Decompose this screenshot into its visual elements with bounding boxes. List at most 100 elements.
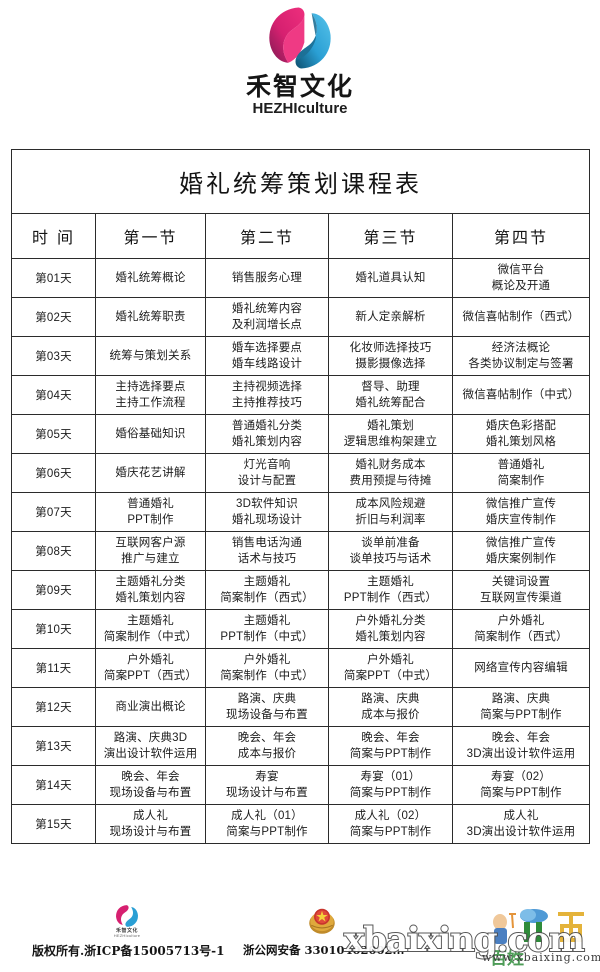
brand-header: 禾智文化 HEZHIculture: [0, 0, 600, 118]
lesson-line: 婚礼策划风格: [485, 436, 557, 448]
lesson-line: 互联网客户源: [115, 536, 186, 549]
lesson-line: 简案制作（中式）: [220, 670, 314, 682]
day-label-cell: 第08天: [11, 531, 96, 571]
lesson-line: 简案PPT（西式）: [103, 670, 198, 682]
lesson-cell-period-2: 晚会、年会成本与报价: [205, 726, 329, 766]
footer-logo-name-cn: 禾智文化: [115, 928, 138, 934]
lesson-cell-period-1: 统筹与策划关系: [95, 336, 206, 376]
lesson-line: 婚礼财务成本: [355, 458, 426, 471]
lesson-cell-period-3: 督导、助理 婚礼统筹配合: [328, 375, 453, 415]
lesson-cell-period-2: 主题婚礼 PPT制作（中式）: [205, 609, 329, 649]
column-header-period-1: 第一节: [95, 213, 206, 259]
table-header-row: 时 间 第一节 第二节 第三节 第四节: [11, 213, 591, 259]
lesson-line: 及利润增长点: [231, 319, 303, 331]
lesson-line: 概论及开通: [491, 280, 551, 292]
lesson-line: 主题婚礼: [127, 614, 174, 627]
icp-license-text: 版权所有.浙ICP备15005713号-1: [32, 943, 225, 958]
lesson-line: 主题婚礼: [367, 575, 414, 588]
lesson-line: 婚礼策划内容: [115, 592, 186, 604]
lesson-line: 谈单技巧与话术: [349, 553, 432, 565]
lesson-line: 微信喜帖制作（中式）: [462, 388, 580, 401]
lesson-cell-period-1: 普通婚礼 PPT制作: [95, 492, 206, 532]
lesson-cell-period-1: 婚俗基础知识: [95, 414, 206, 454]
lesson-line: 婚礼现场设计: [231, 514, 303, 526]
lesson-line: 成本风险规避: [355, 497, 426, 510]
lesson-cell-period-3: 路演、庆典 成本与报价: [328, 687, 453, 727]
table-row: 第14天 晚会、年会 现场设备与布置 寿宴 现场设计与布置 寿宴（01） 简案与PPT制作寿…: [11, 765, 591, 805]
lesson-cell-period-4: 微信推广宣传 婚庆案例制作: [451, 531, 591, 571]
lesson-cell-period-1: 商业演出概论: [95, 687, 206, 727]
column-header-period-3: 第三节: [328, 213, 453, 259]
lesson-line: 设计与配置: [237, 475, 297, 487]
day-label-cell: 第06天: [11, 453, 96, 493]
lesson-line: 婚庆案例制作: [485, 553, 557, 565]
lesson-cell-period-4: 微信喜帖制作（西式）: [451, 297, 591, 337]
lesson-line: 成本与报价: [237, 748, 297, 760]
page-footer: 禾智文化 HEZHIculture 版权所有.浙ICP备15005713号-1 …: [0, 900, 600, 972]
lesson-cell-period-2: 婚车选择要点 婚车线路设计: [205, 336, 329, 376]
lesson-line: 成人礼: [132, 809, 169, 822]
lesson-line: 主持推荐技巧: [231, 397, 303, 409]
lesson-cell-period-3: 成本风险规避 折旧与利润率: [328, 492, 453, 532]
table-row: 第12天 商业演出概论 路演、庆典 现场设备与布置 路演、庆典 成本与报价 路演、庆典 简案与…: [11, 687, 591, 727]
table-row: 第13天 路演、庆典3D 演出设计软件运用 晚会、年会 成本与报价 晚会、年会 简案与PPT…: [11, 726, 591, 766]
day-label-cell: 第10天: [11, 609, 96, 649]
lesson-cell-period-2: 销售电话沟通 话术与技巧: [205, 531, 329, 571]
lesson-cell-period-1: 主持选择要点 主持工作流程: [95, 375, 206, 415]
day-label-cell: 第14天: [11, 765, 96, 805]
lesson-cell-period-3: 婚礼道具认知: [328, 258, 453, 298]
table-row: 第11天 户外婚礼 简案PPT（西式） 户外婚礼 简案制作（中式） 户外婚礼 简案PPT（中…: [11, 648, 591, 688]
lesson-line: 销售服务心理: [231, 271, 303, 284]
lesson-line: 晚会、年会: [237, 731, 297, 744]
schedule-table-container: 婚礼统筹策划课程表 时 间 第一节 第二节 第三节 第四节 第01天 婚礼统筹概论…: [10, 149, 591, 844]
lesson-cell-period-2: 路演、庆典 现场设备与布置: [205, 687, 329, 727]
lesson-line: 新人定亲解析: [355, 310, 426, 323]
lesson-cell-period-4: 路演、庆典 简案与PPT制作: [451, 687, 591, 727]
lesson-line: 简案制作（西式）: [474, 631, 568, 643]
day-label-cell: 第02天: [11, 297, 96, 337]
lesson-cell-period-3: 晚会、年会 简案与PPT制作: [328, 726, 453, 766]
lesson-line: 婚礼道具认知: [355, 271, 426, 284]
lesson-cell-period-4: 网络宣传内容编辑: [451, 648, 591, 688]
lesson-line: 逻辑思维构架建立: [343, 436, 438, 448]
lesson-line: 简案与PPT制作: [226, 826, 308, 838]
lesson-line: 关键词设置: [491, 575, 551, 588]
lesson-line: 婚礼策划: [367, 419, 414, 432]
lesson-line: 网络宣传内容编辑: [474, 661, 568, 674]
lesson-cell-period-2: 寿宴 现场设计与布置: [205, 765, 329, 805]
lesson-line: PPT制作（西式）: [343, 592, 438, 604]
lesson-line: 主题婚礼分类: [115, 575, 186, 588]
lesson-line: 普通婚礼: [497, 458, 545, 471]
lesson-cell-period-4: 寿宴（02） 简案与PPT制作: [451, 765, 591, 805]
lesson-line: 演出设计软件运用: [103, 748, 198, 760]
table-row: 第10天 主题婚礼 简案制作（中式） 主题婚礼 PPT制作（中式） 户外婚礼分类 婚礼策划内…: [11, 609, 591, 649]
table-row: 第05天 婚俗基础知识 普通婚礼分类 婚礼策划内容 婚礼策划 逻辑思维构架建立 婚庆色彩搭配…: [11, 414, 591, 454]
lesson-line: 统筹与策划关系: [109, 349, 192, 362]
lesson-line: 婚礼统筹配合: [355, 397, 426, 409]
lesson-line: 普通婚礼: [127, 497, 174, 510]
lesson-line: 婚礼统筹概论: [115, 271, 186, 284]
day-label-cell: 第11天: [11, 648, 96, 688]
lesson-line: 婚礼策划内容: [231, 436, 303, 448]
icp-block: 禾智文化 HEZHIculture 版权所有.浙ICP备15005713号-1: [32, 904, 225, 959]
day-label-cell: 第01天: [11, 258, 96, 298]
lesson-cell-period-4: 晚会、年会 3D演出设计软件运用: [451, 726, 591, 766]
lesson-line: 婚礼统筹内容: [231, 302, 303, 315]
lesson-cell-period-4: 婚庆色彩搭配 婚礼策划风格: [451, 414, 591, 454]
lesson-cell-period-1: 婚礼统筹职责: [95, 297, 206, 337]
footer-logo-name-en: HEZHIculture: [113, 933, 141, 938]
lesson-line: 婚庆宣传制作: [485, 514, 557, 526]
lesson-line: 晚会、年会: [361, 731, 420, 744]
lesson-line: 婚庆花艺讲解: [115, 466, 186, 479]
table-row: 第03天 统筹与策划关系 婚车选择要点 婚车线路设计 化妆师选择技巧 摄影摄像选择 经济法概…: [11, 336, 591, 376]
lesson-cell-period-4: 成人礼 3D演出设计软件运用: [451, 804, 591, 844]
lesson-cell-period-1: 成人礼 现场设计与布置: [95, 804, 206, 844]
lesson-cell-period-4: 普通婚礼 简案制作: [451, 453, 591, 493]
lesson-line: 3D软件知识: [236, 497, 298, 510]
lesson-line: 寿宴（01）: [360, 770, 421, 783]
schedule-body: 婚礼统筹策划课程表 时 间 第一节 第二节 第三节 第四节 第01天 婚礼统筹概论…: [10, 149, 591, 844]
lesson-line: 路演、庆典: [361, 692, 420, 705]
table-row: 第09天 主题婚礼分类 婚礼策划内容 主题婚礼 简案制作（西式） 主题婚礼 PPT制作（西式…: [11, 570, 591, 610]
lesson-line: 费用预提与待摊: [349, 475, 432, 487]
lesson-cell-period-3: 寿宴（01） 简案与PPT制作: [328, 765, 453, 805]
